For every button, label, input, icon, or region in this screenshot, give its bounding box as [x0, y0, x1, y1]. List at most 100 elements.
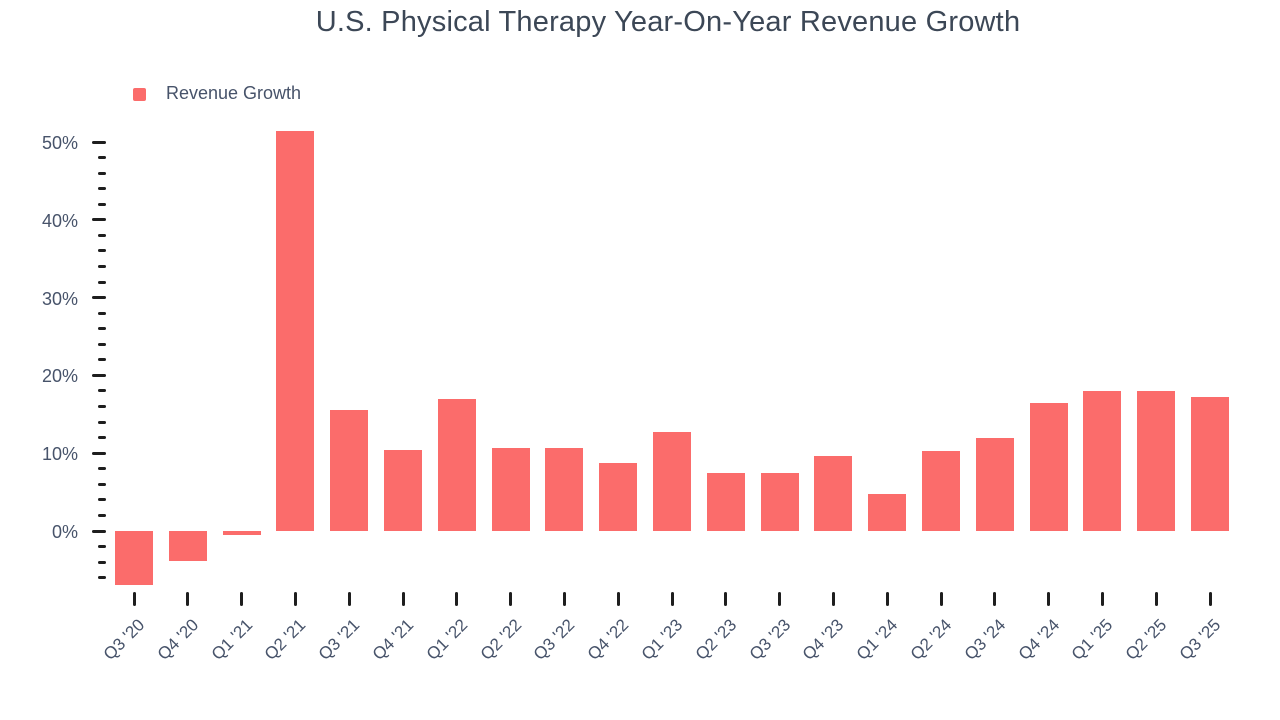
x-axis-tick: [1209, 592, 1212, 606]
y-axis-major-tick: [92, 529, 106, 533]
bar-q4-23: [814, 456, 852, 531]
y-axis-minor-tick: [98, 156, 106, 160]
y-axis-major-tick: [92, 140, 106, 144]
y-axis-major-tick: [92, 218, 106, 222]
y-axis-minor-tick: [98, 342, 106, 346]
y-axis-minor-tick: [98, 482, 106, 486]
y-axis-minor-tick: [98, 420, 106, 424]
y-axis-tick-label: 20%: [41, 366, 78, 387]
x-axis-tick: [724, 592, 727, 606]
bar-q2-25: [1137, 391, 1175, 531]
x-axis-tick-label: Q3 '22: [530, 615, 579, 664]
x-axis-tick-label: Q4 '20: [154, 615, 203, 664]
bar-q2-24: [922, 451, 960, 531]
x-axis-tick-label: Q2 '23: [692, 615, 741, 664]
x-axis-tick: [778, 592, 781, 606]
x-axis-tick-label: Q4 '22: [584, 615, 633, 664]
x-axis-tick: [186, 592, 189, 606]
y-axis-minor-tick: [98, 264, 106, 268]
y-axis-tick-label: 10%: [41, 444, 78, 465]
x-axis-tick: [402, 592, 405, 606]
y-axis-minor-tick: [98, 405, 106, 409]
y-axis-minor-tick: [98, 280, 106, 284]
x-axis-tick-label: Q3 '23: [746, 615, 795, 664]
x-axis-tick: [832, 592, 835, 606]
y-axis-minor-tick: [98, 560, 106, 564]
x-axis-tick-label: Q2 '24: [907, 615, 956, 664]
x-axis-tick: [617, 592, 620, 606]
x-axis-tick-label: Q3 '25: [1176, 615, 1225, 664]
x-axis-tick: [1101, 592, 1104, 606]
y-axis-major-tick: [92, 373, 106, 377]
bar-q3-24: [976, 438, 1014, 531]
x-axis-tick-label: Q3 '24: [961, 615, 1010, 664]
bar-q1-25: [1083, 391, 1121, 531]
x-axis-tick: [455, 592, 458, 606]
y-axis-minor-tick: [98, 467, 106, 471]
bar-q3-21: [330, 410, 368, 531]
x-axis-tick-label: Q4 '21: [369, 615, 418, 664]
x-axis-tick: [671, 592, 674, 606]
y-axis-tick-label: 40%: [41, 210, 78, 231]
bar-q1-21: [223, 531, 261, 535]
y-axis-minor-tick: [98, 171, 106, 175]
x-axis-tick-label: Q4 '23: [799, 615, 848, 664]
x-axis-tick: [886, 592, 889, 606]
y-axis-minor-tick: [98, 498, 106, 502]
x-axis-tick-label: Q4 '24: [1015, 615, 1064, 664]
x-axis-tick-label: Q1 '21: [208, 615, 257, 664]
bar-q2-22: [492, 448, 530, 531]
x-axis-tick-label: Q3 '21: [315, 615, 364, 664]
legend-label: Revenue Growth: [166, 83, 302, 103]
y-axis-tick-label: 30%: [41, 288, 78, 309]
x-axis-tick-label: Q1 '24: [853, 615, 902, 664]
bar-q3-22: [545, 448, 583, 531]
legend: Revenue Growth: [133, 84, 301, 102]
y-axis-minor-tick: [98, 187, 106, 191]
x-axis-tick: [1155, 592, 1158, 606]
bar-q4-24: [1030, 403, 1068, 531]
bar-q2-23: [707, 473, 745, 531]
y-axis-tick-label: 0%: [51, 522, 78, 542]
x-axis-tick-label: Q2 '21: [261, 615, 310, 664]
y-axis-major-tick: [92, 296, 106, 300]
x-axis-tick: [294, 592, 297, 606]
y-axis-minor-tick: [98, 576, 106, 580]
bar-q1-23: [653, 432, 691, 531]
x-axis-tick-label: Q3 '20: [100, 615, 149, 664]
y-axis-minor-tick: [98, 436, 106, 440]
y-axis-minor-tick: [98, 311, 106, 315]
y-axis-minor-tick: [98, 389, 106, 393]
x-axis-tick: [940, 592, 943, 606]
bar-q3-23: [761, 473, 799, 531]
x-axis-tick-label: Q1 '25: [1068, 615, 1117, 664]
x-axis-tick: [509, 592, 512, 606]
bar-q1-24: [868, 494, 906, 531]
x-axis-tick: [993, 592, 996, 606]
x-axis-tick: [1047, 592, 1050, 606]
x-axis-tick-label: Q2 '25: [1122, 615, 1171, 664]
x-axis-tick-label: Q2 '22: [477, 615, 526, 664]
y-axis-minor-tick: [98, 545, 106, 549]
x-axis-tick-label: Q1 '22: [423, 615, 472, 664]
y-axis-minor-tick: [98, 358, 106, 362]
y-axis-minor-tick: [98, 327, 106, 331]
bar-q4-21: [384, 450, 422, 531]
chart-title: U.S. Physical Therapy Year-On-Year Reven…: [315, 6, 1021, 38]
bar-q1-22: [438, 399, 476, 531]
y-axis-tick-label: 50%: [41, 133, 78, 153]
bar-q4-20: [169, 531, 207, 561]
x-axis-tick: [563, 592, 566, 606]
x-axis-tick: [348, 592, 351, 606]
y-axis-minor-tick: [98, 202, 106, 206]
bar-q4-22: [599, 463, 637, 531]
y-axis-minor-tick: [98, 249, 106, 253]
legend-swatch-icon: [133, 87, 146, 101]
x-axis-tick-label: Q1 '23: [638, 615, 687, 664]
x-axis-tick: [133, 592, 136, 606]
bar-q3-25: [1191, 397, 1229, 531]
bar-q2-21: [276, 131, 314, 531]
y-axis-minor-tick: [98, 233, 106, 237]
x-axis-tick: [240, 592, 243, 606]
